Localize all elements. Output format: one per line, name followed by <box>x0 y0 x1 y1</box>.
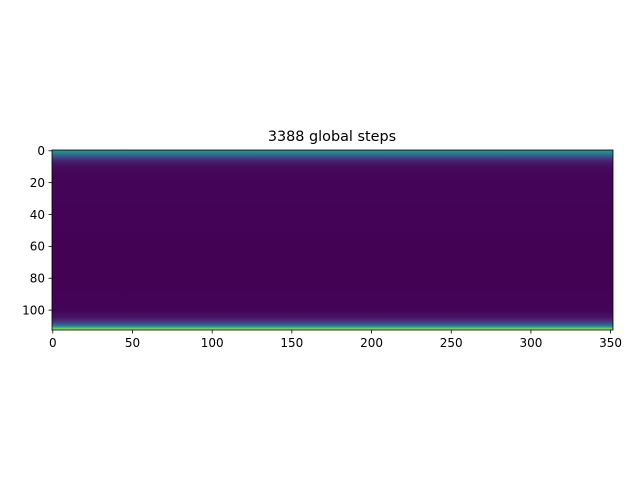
y-tick-label: 40 <box>30 208 45 222</box>
y-axis-ticks: 0 20 40 60 80 100 <box>22 144 52 317</box>
y-tick-label: 0 <box>37 144 45 158</box>
x-tick-label: 200 <box>360 336 383 350</box>
heatmap-image <box>52 150 613 330</box>
x-axis-ticks: 0 50 100 150 200 250 300 350 <box>49 330 622 350</box>
x-tick-label: 0 <box>49 336 57 350</box>
plot-frame <box>51 149 614 331</box>
y-tick-label: 20 <box>30 176 45 190</box>
x-tick-label: 100 <box>201 336 224 350</box>
y-tick-label: 80 <box>30 272 45 286</box>
x-tick-label: 150 <box>280 336 303 350</box>
y-tick-label: 60 <box>30 240 45 254</box>
x-tick-label: 50 <box>125 336 140 350</box>
x-tick-label: 350 <box>599 336 622 350</box>
y-tick-label: 100 <box>22 303 45 317</box>
x-tick-label: 300 <box>519 336 542 350</box>
x-tick-label: 250 <box>440 336 463 350</box>
chart-title: 3388 global steps <box>268 129 396 145</box>
